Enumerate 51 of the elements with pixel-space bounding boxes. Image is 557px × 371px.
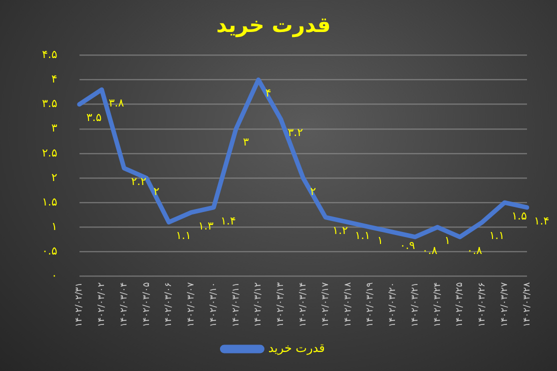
x-tick-label: ۱۴۰۲/۰۳/۲۸ — [522, 282, 532, 328]
x-tick-label: ۱۴۰۲/۰۳/۲۰ — [388, 282, 398, 328]
data-label: ۱.۵ — [512, 209, 528, 222]
x-tick-label: ۱۴۰۲/۰۳/۲۱ — [410, 282, 420, 328]
x-tick-label: ۱۴۰۲/۰۳/۱۳ — [276, 282, 286, 328]
x-tick-label: ۱۴۰۲/۰۲/۳۱ — [74, 282, 85, 328]
x-tick-label: ۱۴۰۲/۰۳/۰۴ — [119, 282, 130, 328]
y-tick-label: ۳ — [51, 122, 58, 135]
data-label: ۲.۲ — [131, 175, 146, 188]
x-tick-label: ۱۴۰۲/۰۳/۱۰ — [208, 282, 219, 328]
y-tick-label: ۴ — [51, 72, 58, 86]
x-tick-label: ۱۴۰۲/۰۳/۰۶ — [164, 282, 174, 328]
x-tick-label: ۱۴۰۲/۰۳/۲۷ — [500, 282, 510, 328]
y-tick-label: ۰ — [51, 269, 58, 282]
data-label: ۳.۸ — [108, 96, 124, 110]
x-tick-label: ۱۴۰۲/۰۳/۲۴ — [432, 282, 443, 328]
data-label: ۱.۴ — [220, 214, 236, 228]
x-tick-label: ۱۴۰۲/۰۳/۲۵ — [455, 282, 466, 328]
x-tick-label: ۱۴۰۲/۰۳/۱۴ — [298, 282, 308, 328]
y-tick-label: ۲ — [51, 170, 58, 184]
data-label: ۱.۱ — [489, 229, 505, 242]
data-label: ۱ — [444, 234, 450, 247]
x-tick-label: ۱۴۰۲/۰۳/۱۸ — [343, 282, 354, 328]
x-tick-label: ۱۴۰۲/۰۳/۱۹ — [366, 282, 376, 328]
x-tick-label: ۱۴۰۲/۰۳/۱۲ — [254, 282, 264, 328]
y-tick-label: ۴.۵ — [42, 48, 58, 62]
data-label: ۳.۵ — [86, 111, 102, 124]
x-tick-label: ۱۴۰۲/۰۳/۰۲ — [97, 282, 108, 328]
y-tick-label: ۱.۵ — [42, 195, 58, 208]
x-tick-label: ۱۴۰۲/۰۳/۱۱ — [231, 282, 242, 328]
data-label: ۰.۹ — [400, 238, 416, 252]
data-label: ۱.۲ — [332, 224, 348, 238]
x-tick-label: ۱۴۰۲/۰۳/۲۶ — [478, 282, 488, 328]
legend-label: قدرت خرید — [268, 341, 325, 356]
data-label: ۱.۱ — [176, 229, 192, 242]
y-tick-label: ۳.۵ — [42, 97, 58, 110]
data-label: ۱.۴ — [534, 214, 550, 228]
data-label: ۰.۸ — [466, 244, 482, 257]
data-label: ۳ — [243, 136, 250, 149]
x-tick-label: ۱۴۰۲/۰۳/۰۵ — [142, 282, 152, 328]
y-tick-label: ۲.۵ — [42, 146, 58, 160]
chart-title: قدرت خرید — [216, 13, 331, 38]
data-label: ۱ — [377, 234, 384, 247]
data-label: ۱.۳ — [198, 219, 214, 232]
y-tick-label: ۱ — [51, 220, 58, 233]
y-tick-label: ۰.۵ — [42, 244, 58, 258]
data-label: ۳.۲ — [288, 126, 304, 139]
x-tick-label: ۱۴۰۲/۰۳/۱۷ — [320, 282, 331, 328]
x-tick-label: ۱۴۰۲/۰۳/۰۷ — [186, 282, 197, 328]
data-label: ۱.۱ — [354, 229, 370, 242]
data-label: ۰.۸ — [422, 244, 438, 257]
